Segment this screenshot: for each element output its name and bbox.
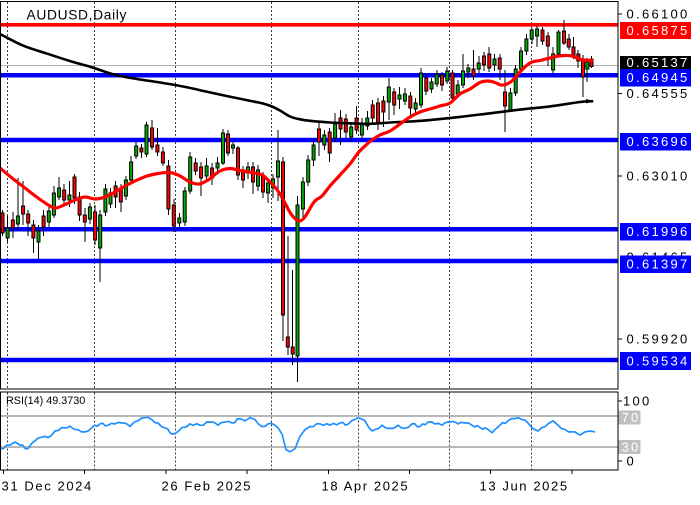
svg-text:70: 70	[622, 410, 641, 425]
svg-text:0.59920: 0.59920	[627, 331, 690, 346]
svg-text:0.59534: 0.59534	[627, 353, 690, 368]
svg-text:0.61397: 0.61397	[627, 257, 690, 272]
svg-text:0.64555: 0.64555	[627, 86, 690, 101]
svg-text:0.66100: 0.66100	[627, 6, 690, 21]
svg-text:0.65137: 0.65137	[627, 55, 690, 70]
svg-text:18 Apr 2025: 18 Apr 2025	[322, 479, 410, 494]
svg-text:AUDUSD,Daily: AUDUSD,Daily	[27, 8, 128, 23]
svg-text:0.63696: 0.63696	[627, 134, 690, 149]
svg-text:100: 100	[623, 393, 652, 408]
svg-text:0.63010: 0.63010	[627, 168, 690, 183]
svg-text:0: 0	[627, 453, 637, 468]
svg-text:RSI(14) 49.3730: RSI(14) 49.3730	[6, 395, 85, 407]
svg-text:0.61996: 0.61996	[627, 224, 690, 239]
svg-text:13 Jun 2025: 13 Jun 2025	[480, 479, 569, 494]
svg-text:31 Dec 2024: 31 Dec 2024	[2, 479, 93, 494]
svg-text:30: 30	[622, 440, 641, 455]
svg-text:0.65875: 0.65875	[627, 23, 690, 38]
svg-text:0.64945: 0.64945	[627, 70, 690, 85]
svg-text:26 Feb 2025: 26 Feb 2025	[162, 479, 253, 494]
